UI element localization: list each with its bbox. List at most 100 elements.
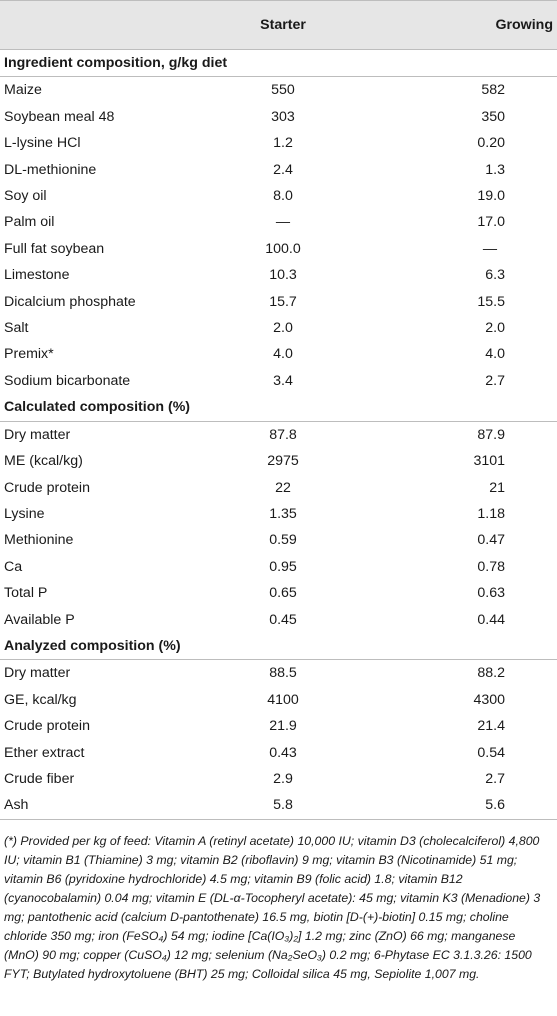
- table-row: Total P 0.65 0.63: [0, 580, 557, 606]
- starter-value: 8.0: [273, 188, 293, 205]
- table-row: Ca 0.95 0.78: [0, 554, 557, 580]
- row-label: Total P: [4, 585, 48, 602]
- row-label: L-lysine HCl: [4, 135, 81, 152]
- growing-value: 5.6: [353, 792, 557, 820]
- growing-value: 1.3: [485, 161, 505, 178]
- table-row: ME (kcal/kg) 2975 3101: [0, 448, 557, 474]
- growing-value: 0.47: [477, 532, 505, 549]
- growing-value: 21.4: [477, 718, 505, 735]
- table-row: Soybean meal 48 303 350: [0, 104, 557, 130]
- starter-value: 4100: [267, 691, 299, 708]
- table-row: Sodium bicarbonate 3.4 2.7: [0, 368, 557, 394]
- growing-value: 21: [489, 479, 505, 496]
- header-starter: Starter: [260, 16, 306, 33]
- table-row: DL-methionine 2.4 1.3: [0, 157, 557, 183]
- growing-value: 19.0: [477, 188, 505, 205]
- section-title: Ingredient composition, g/kg diet: [0, 48, 557, 78]
- table-row: GE, kcal/kg 4100 4300: [0, 687, 557, 713]
- table-row: Soy oil 8.0 19.0: [0, 183, 557, 209]
- table-row: Crude protein 22 21: [0, 475, 557, 501]
- row-label: Crude protein: [4, 718, 90, 735]
- table-row: Crude fiber 2.9 2.7: [0, 766, 557, 792]
- starter-value: 0.65: [269, 585, 297, 602]
- row-label: Ca: [4, 558, 23, 575]
- table-row: Premix* 4.0 4.0: [0, 341, 557, 367]
- header-shading: [0, 0, 557, 49]
- section-title: Calculated composition (%): [0, 394, 557, 422]
- growing-value: 350: [481, 108, 505, 125]
- growing-value: 87.9: [477, 426, 505, 443]
- top-rule: [0, 0, 557, 1]
- starter-value: 4.0: [273, 346, 293, 363]
- growing-value: 0.20: [477, 135, 505, 152]
- row-label: Full fat soybean: [4, 240, 105, 257]
- starter-value: 3.4: [273, 372, 293, 389]
- table-row: Crude protein 21.9 21.4: [0, 713, 557, 739]
- growing-value: 0.54: [477, 744, 505, 761]
- table-row: Ether extract 0.43 0.54: [0, 740, 557, 766]
- table-row: Palm oil — 17.0: [0, 209, 557, 235]
- starter-value: 2.4: [273, 161, 293, 178]
- row-label: Lysine: [4, 505, 45, 522]
- growing-value: 2.7: [485, 770, 505, 787]
- row-label: Premix*: [4, 346, 54, 363]
- table-body: Ingredient composition, g/kg diet Maize 55…: [0, 48, 557, 820]
- growing-value: 3101: [473, 453, 505, 470]
- table-footnote: (*) Provided per kg of feed: Vitamin A (…: [4, 833, 541, 981]
- diet-composition-document: Starter Growing Ingredient composition, …: [0, 0, 557, 981]
- starter-value: 303: [271, 108, 295, 125]
- row-label: Soy oil: [4, 188, 47, 205]
- growing-value: 0.78: [477, 558, 505, 575]
- row-label: ME (kcal/kg): [4, 453, 83, 470]
- starter-value: 0.43: [269, 744, 297, 761]
- row-label: Crude fiber: [4, 770, 75, 787]
- row-label: Crude protein: [4, 479, 90, 496]
- table-row: Methionine 0.59 0.47: [0, 527, 557, 553]
- section-header-row: Ingredient composition, g/kg diet: [0, 48, 557, 78]
- header-growing: Growing: [495, 16, 553, 33]
- starter-value: 1.35: [269, 505, 297, 522]
- starter-value: 550: [271, 82, 295, 99]
- growing-value: 582: [481, 82, 505, 99]
- starter-value: 100.0: [265, 240, 301, 257]
- starter-value: 1.2: [273, 135, 293, 152]
- table-row: Lysine 1.35 1.18: [0, 501, 557, 527]
- row-label: Dicalcium phosphate: [4, 293, 136, 310]
- starter-value: 5.8: [193, 792, 353, 820]
- starter-value: 0.95: [269, 558, 297, 575]
- row-label: Sodium bicarbonate: [4, 372, 131, 389]
- row-label: Ether extract: [4, 744, 85, 761]
- table-row: Full fat soybean 100.0 —: [0, 236, 557, 262]
- growing-value: 6.3: [485, 267, 505, 284]
- table-row: Available P 0.45 0.44: [0, 607, 557, 633]
- growing-value: 1.18: [477, 505, 505, 522]
- composition-table: Starter Growing Ingredient composition, …: [0, 0, 557, 820]
- row-label: Dry matter: [4, 665, 71, 682]
- row-label: Soybean meal 48: [4, 108, 115, 125]
- growing-value: 2.0: [485, 320, 505, 337]
- growing-value: 0.44: [477, 611, 505, 628]
- growing-value: 0.63: [477, 585, 505, 602]
- growing-value: —: [482, 240, 497, 257]
- starter-value: 2.9: [273, 770, 293, 787]
- row-label: Dry matter: [4, 426, 71, 443]
- starter-value: 22: [275, 479, 291, 496]
- growing-value: 4.0: [485, 346, 505, 363]
- starter-value: 0.59: [269, 532, 297, 549]
- row-label: Available P: [4, 611, 75, 628]
- starter-value: 2.0: [273, 320, 293, 337]
- table-row: Dicalcium phosphate 15.7 15.5: [0, 289, 557, 315]
- row-label: GE, kcal/kg: [4, 691, 77, 708]
- growing-value: 88.2: [477, 665, 505, 682]
- row-label: Maize: [4, 82, 42, 99]
- starter-value: 15.7: [269, 293, 297, 310]
- table-row: Maize 550 582: [0, 77, 557, 104]
- header-row: Starter Growing: [0, 0, 557, 50]
- section-header-row: Calculated composition (%): [0, 394, 557, 422]
- table-row: Dry matter 87.8 87.9: [0, 421, 557, 448]
- row-label: Ash: [0, 792, 193, 820]
- table-row: Dry matter 88.5 88.2: [0, 660, 557, 687]
- header-label: [0, 0, 193, 50]
- row-label: Salt: [4, 320, 29, 337]
- starter-value: 0.45: [269, 611, 297, 628]
